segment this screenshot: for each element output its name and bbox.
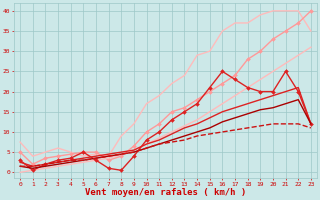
X-axis label: Vent moyen/en rafales ( km/h ): Vent moyen/en rafales ( km/h ) xyxy=(85,188,246,197)
